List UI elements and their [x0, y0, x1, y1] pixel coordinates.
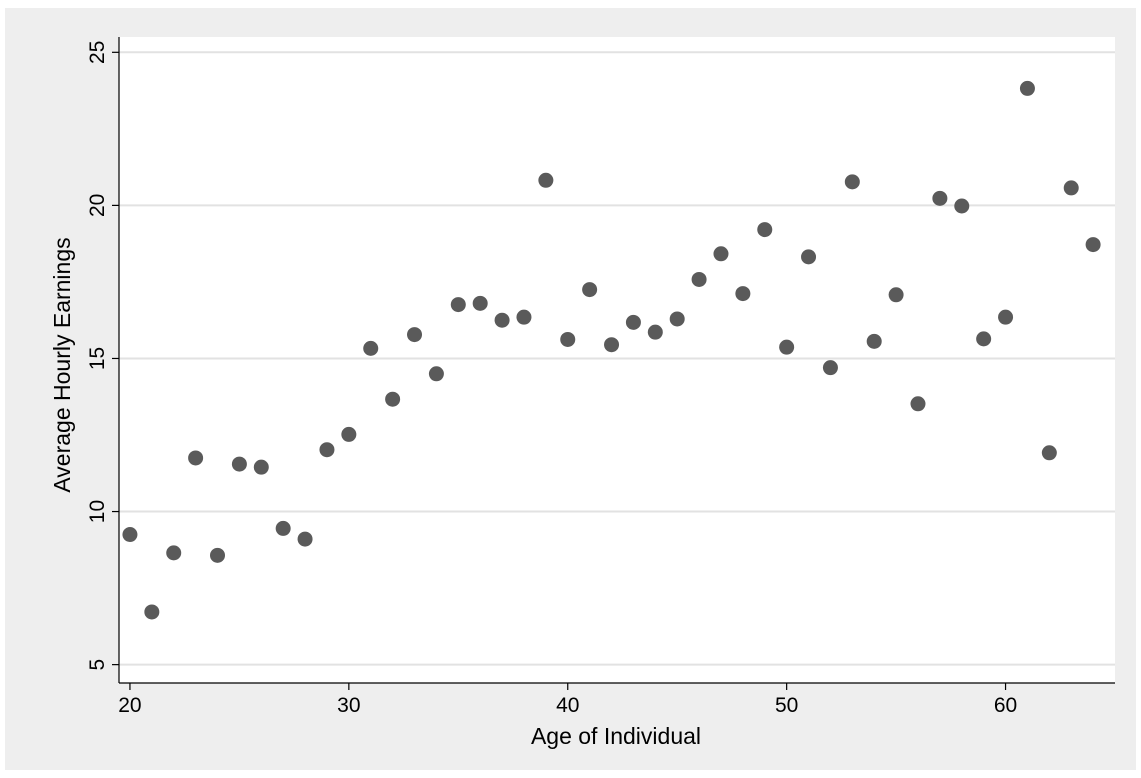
data-point: [888, 287, 904, 303]
x-tick-label-40: 40: [556, 694, 579, 717]
y-tick-label-5: 5: [86, 659, 109, 671]
tick-labels: 5 10 15 20 25 20 30 40 50 60: [86, 41, 1017, 717]
data-point: [669, 311, 685, 327]
plot-area: [119, 37, 1115, 683]
data-point: [144, 604, 160, 620]
data-point: [275, 520, 291, 536]
data-point: [363, 340, 379, 356]
data-point: [231, 456, 247, 472]
gridlines: [119, 51, 1115, 666]
data-point: [910, 396, 926, 412]
data-points: [122, 80, 1101, 620]
data-point: [210, 547, 226, 563]
data-point: [801, 249, 817, 265]
data-point: [166, 545, 182, 561]
data-point: [1063, 180, 1079, 196]
data-point: [998, 309, 1014, 325]
data-point: [625, 314, 641, 330]
x-tick-label-60: 60: [994, 694, 1017, 717]
data-point: [976, 331, 992, 347]
data-point: [1019, 80, 1035, 96]
data-point: [188, 450, 204, 466]
data-point: [428, 366, 444, 382]
data-point: [604, 337, 620, 353]
y-tick-label-10: 10: [86, 500, 109, 523]
data-point: [122, 527, 138, 543]
data-point: [538, 172, 554, 188]
y-tick-label-15: 15: [86, 347, 109, 370]
data-point: [385, 391, 401, 407]
data-point: [516, 309, 532, 325]
data-point: [822, 360, 838, 376]
data-point: [647, 324, 663, 340]
data-point: [560, 331, 576, 347]
data-point: [954, 198, 970, 214]
data-point: [691, 271, 707, 287]
data-point: [253, 459, 269, 475]
axes: [112, 37, 1115, 690]
data-point: [494, 312, 510, 328]
scatter-chart: 5 10 15 20 25 20 30 40 50 60 Age of Individual Av…: [49, 37, 1115, 749]
data-point: [450, 297, 466, 313]
data-point: [1085, 237, 1101, 253]
x-tick-label-30: 30: [337, 694, 360, 717]
data-point: [866, 333, 882, 349]
x-axis-title: Age of Individual: [531, 723, 701, 749]
data-point: [297, 531, 313, 547]
data-point: [341, 426, 357, 442]
data-point: [319, 442, 335, 458]
data-point: [757, 222, 773, 238]
data-point: [582, 282, 598, 298]
data-point: [713, 246, 729, 262]
data-point: [844, 174, 860, 190]
x-tick-label-20: 20: [118, 694, 141, 717]
data-point: [472, 295, 488, 311]
y-tick-label-20: 20: [86, 194, 109, 217]
y-tick-label-25: 25: [86, 41, 109, 64]
y-axis-title: Average Hourly Earnings: [49, 237, 75, 492]
data-point: [1041, 445, 1057, 461]
data-point: [932, 190, 948, 206]
x-tick-label-50: 50: [775, 694, 798, 717]
data-point: [407, 327, 423, 343]
chart-frame: 5 10 15 20 25 20 30 40 50 60 Age of Individual Av…: [5, 8, 1136, 770]
data-point: [779, 339, 795, 355]
data-point: [735, 286, 751, 302]
